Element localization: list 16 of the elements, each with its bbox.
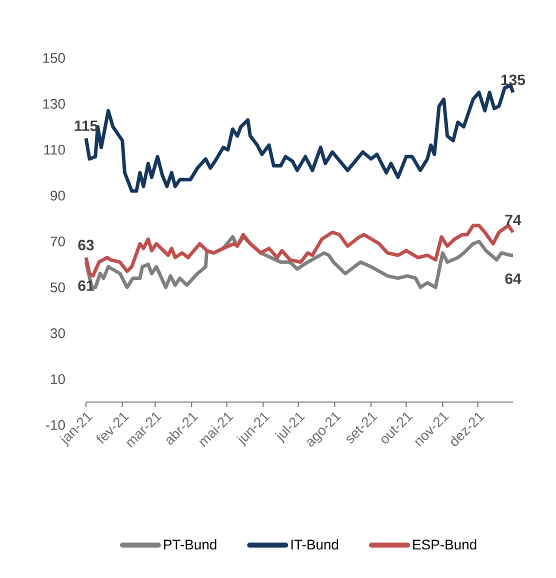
y-tick-label: 70 [50,236,65,246]
annotation: 64 [505,273,522,284]
y-tick-label: 150 [43,53,65,63]
legend-label: ESP-Bund [413,539,476,550]
legend-label: PT-Bund [164,539,216,550]
y-tick-label: 30 [50,328,65,338]
y-tick-label: 10 [51,374,65,384]
y-tick-label: 90 [50,190,65,201]
legend-label: IT-Bund [291,539,338,550]
annotation: 135 [501,74,526,86]
annotation: 115 [74,120,98,132]
y-tick-label: 50 [50,282,65,292]
y-tick-label: 130 [43,98,65,109]
annotation: 74 [505,214,522,226]
y-tick-label: 110 [44,144,65,155]
annotation: 63 [78,240,94,250]
